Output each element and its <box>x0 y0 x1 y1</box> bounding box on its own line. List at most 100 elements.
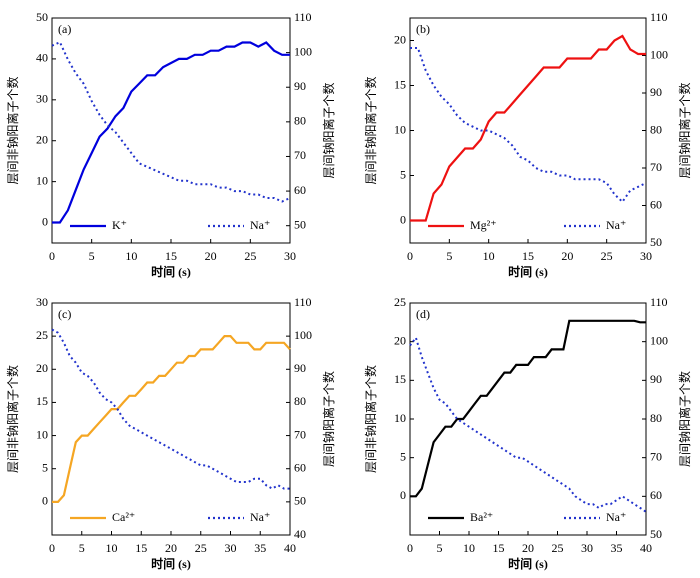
y-tick-label: 0 <box>400 488 406 502</box>
y2-tick-label: 70 <box>294 148 306 162</box>
x-axis-label: 时间 (s) <box>151 556 191 571</box>
x-axis-label: 时间 (s) <box>508 264 548 279</box>
x-tick-label: 25 <box>195 541 207 555</box>
y-axis-label: 层间非钠阳离子个数 <box>363 365 378 473</box>
x-tick-label: 30 <box>581 541 593 555</box>
y-tick-label: 10 <box>394 122 406 136</box>
x-tick-label: 35 <box>254 541 266 555</box>
series-line <box>51 40 291 203</box>
x-tick-label: 5 <box>446 249 452 263</box>
legend-label: Na⁺ <box>250 218 270 232</box>
panel-label: (b) <box>416 22 430 36</box>
x-tick-label: 15 <box>493 541 505 555</box>
series-line <box>52 41 290 224</box>
y-tick-label: 20 <box>394 32 406 46</box>
legend-label: Na⁺ <box>606 510 626 524</box>
panel-label: (d) <box>416 307 430 321</box>
y2-tick-label: 50 <box>650 235 662 249</box>
y2-tick-label: 90 <box>650 372 662 386</box>
legend-label: Na⁺ <box>606 218 626 232</box>
series-line <box>52 335 291 503</box>
y2-axis-label: 层间钠阳离子个数 <box>677 371 692 467</box>
x-tick-label: 15 <box>522 249 534 263</box>
x-tick-label: 5 <box>89 249 95 263</box>
y2-tick-label: 100 <box>294 44 312 58</box>
x-tick-label: 10 <box>463 541 475 555</box>
legend-label: Mg²⁺ <box>470 218 497 232</box>
y-tick-label: 30 <box>36 295 48 309</box>
x-tick-label: 35 <box>611 541 623 555</box>
x-tick-label: 20 <box>561 249 573 263</box>
y2-axis-label: 层间钠阳离子个数 <box>321 82 336 178</box>
x-tick-label: 10 <box>106 541 118 555</box>
series-line <box>410 47 647 204</box>
y-axis-label: 层间非钠阳离子个数 <box>5 365 20 473</box>
x-tick-label: 0 <box>407 249 413 263</box>
x-tick-label: 5 <box>437 541 443 555</box>
x-tick-label: 15 <box>165 249 177 263</box>
y-axis-label: 层间非钠阳离子个数 <box>363 76 378 184</box>
x-tick-label: 30 <box>225 541 237 555</box>
x-tick-label: 25 <box>601 249 613 263</box>
plot-frame <box>409 17 647 244</box>
y2-tick-label: 80 <box>294 114 306 128</box>
y2-axis-label: 层间钠阳离子个数 <box>321 371 336 467</box>
y-tick-label: 5 <box>42 460 48 474</box>
plot-frame <box>409 302 647 536</box>
legend-label: Ba²⁺ <box>470 510 493 524</box>
plot-frame <box>51 17 291 244</box>
x-tick-label: 40 <box>640 541 652 555</box>
y2-tick-label: 60 <box>650 197 662 211</box>
y2-tick-label: 110 <box>294 295 312 309</box>
x-tick-label: 20 <box>165 541 177 555</box>
y2-tick-label: 40 <box>294 527 306 541</box>
x-tick-label: 30 <box>640 249 652 263</box>
y2-tick-label: 90 <box>294 79 306 93</box>
y2-tick-label: 60 <box>294 183 306 197</box>
legend-label: Na⁺ <box>250 510 270 524</box>
y-tick-label: 15 <box>394 372 406 386</box>
y-tick-label: 50 <box>36 10 48 24</box>
legend-label: Ca²⁺ <box>112 510 135 524</box>
y-tick-label: 20 <box>36 361 48 375</box>
x-tick-label: 0 <box>49 249 55 263</box>
plot-frame <box>51 302 291 536</box>
x-tick-label: 0 <box>49 541 55 555</box>
y2-tick-label: 50 <box>294 217 306 231</box>
x-tick-label: 20 <box>522 541 534 555</box>
panel-label: (c) <box>58 307 71 321</box>
y2-tick-label: 110 <box>294 10 312 24</box>
y-tick-label: 10 <box>36 173 48 187</box>
y-tick-label: 40 <box>36 51 48 65</box>
y2-tick-label: 60 <box>294 460 306 474</box>
y-tick-label: 5 <box>400 449 406 463</box>
x-tick-label: 5 <box>79 541 85 555</box>
y-tick-label: 0 <box>42 494 48 508</box>
x-tick-label: 0 <box>407 541 413 555</box>
y-tick-label: 30 <box>36 92 48 106</box>
y2-axis-label: 层间钠阳离子个数 <box>677 82 692 178</box>
y2-tick-label: 80 <box>650 411 662 425</box>
y-tick-label: 10 <box>36 427 48 441</box>
legend-label: K⁺ <box>112 218 127 232</box>
y2-tick-label: 50 <box>294 494 306 508</box>
x-tick-label: 20 <box>205 249 217 263</box>
y-tick-label: 5 <box>400 167 406 181</box>
y2-tick-label: 70 <box>294 427 306 441</box>
series-line <box>410 34 646 222</box>
series-line <box>409 335 647 513</box>
y2-tick-label: 100 <box>650 333 668 347</box>
x-tick-label: 40 <box>284 541 296 555</box>
x-tick-label: 25 <box>244 249 256 263</box>
y2-tick-label: 100 <box>294 328 312 342</box>
y2-tick-label: 70 <box>650 160 662 174</box>
y2-tick-label: 80 <box>294 394 306 408</box>
y-tick-label: 15 <box>394 77 406 91</box>
y2-tick-label: 90 <box>650 85 662 99</box>
y2-tick-label: 80 <box>650 122 662 136</box>
y2-tick-label: 100 <box>650 47 668 61</box>
y2-tick-label: 110 <box>650 10 668 24</box>
y2-tick-label: 50 <box>650 527 662 541</box>
y-tick-label: 0 <box>42 214 48 228</box>
